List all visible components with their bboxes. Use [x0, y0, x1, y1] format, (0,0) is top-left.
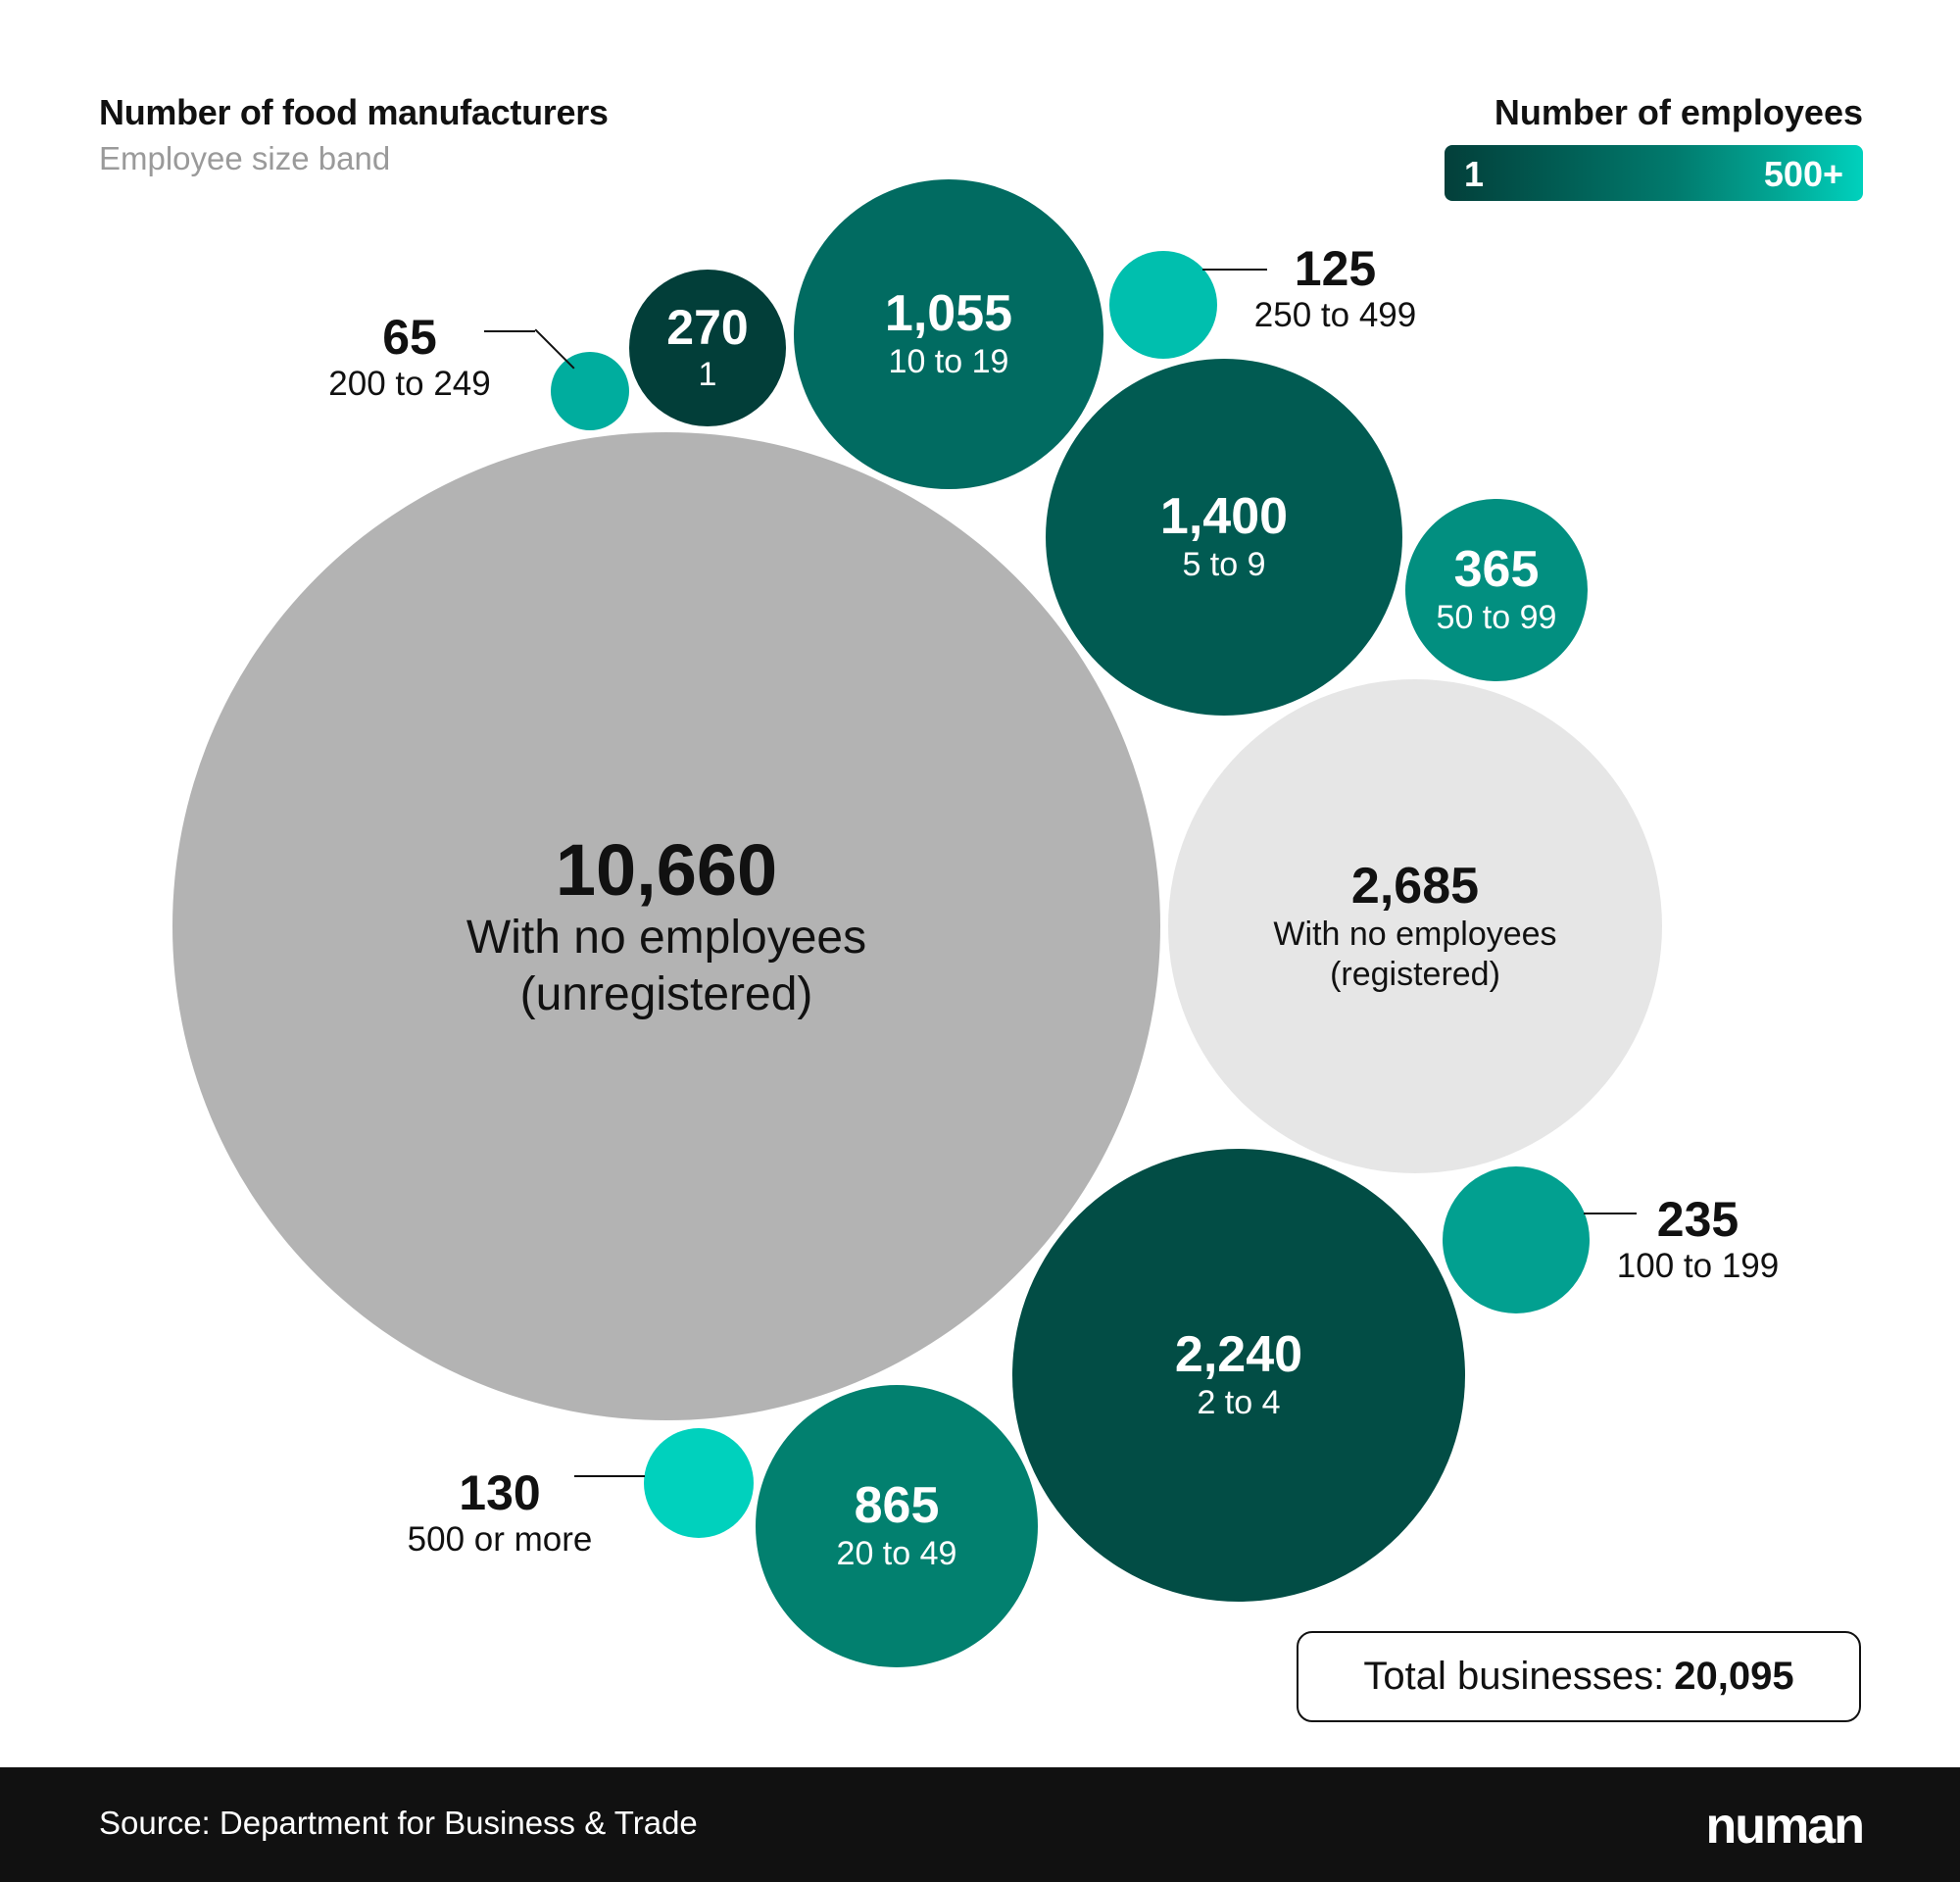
bubble-value: 2,240 — [1174, 1326, 1303, 1383]
leader-line-65 — [484, 330, 535, 332]
total-value: 20,095 — [1674, 1655, 1794, 1698]
legend-high-label: 500+ — [1763, 154, 1843, 194]
label-value: 235 — [1656, 1192, 1740, 1247]
bubble-no-employees-unregistered: 10,660 With no employees (unregistered) — [172, 432, 1160, 1420]
legend-title: Number of employees — [1494, 92, 1863, 132]
leader-line-235 — [1584, 1213, 1637, 1214]
legend-low-label: 1 — [1464, 154, 1485, 194]
bubble-2-to-4: 2,240 2 to 4 — [1012, 1149, 1465, 1602]
label-band: 200 to 249 — [328, 364, 491, 403]
footer-bar: Source: Department for Business & Trade … — [0, 1767, 1960, 1882]
bubble-value: 365 — [1453, 541, 1540, 598]
label-200-to-249: 65 200 to 249 — [294, 312, 525, 405]
bubble-200-to-249 — [551, 352, 629, 430]
bubble-10-to-19: 1,055 10 to 19 — [794, 179, 1103, 489]
bubble-250-to-499 — [1109, 251, 1217, 359]
label-value: 65 — [382, 310, 437, 365]
source-text: Source: Department for Business & Trade — [99, 1805, 698, 1841]
bubble-label: 1 — [698, 356, 717, 394]
bubble-label: 50 to 99 — [1436, 599, 1557, 637]
bubble-no-employees-registered: 2,685 With no employees (registered) — [1168, 679, 1662, 1173]
total-label: Total businesses: — [1363, 1655, 1665, 1698]
label-band: 250 to 499 — [1253, 295, 1417, 334]
chart-title: Number of food manufacturers — [99, 92, 609, 132]
bubble-value: 865 — [854, 1477, 940, 1534]
bubble-label: 20 to 49 — [836, 1535, 957, 1573]
bubble-5-to-9: 1,400 5 to 9 — [1046, 359, 1402, 716]
bubble-20-to-49: 865 20 to 49 — [756, 1385, 1038, 1667]
label-band: 100 to 199 — [1616, 1246, 1780, 1285]
brand-logo: numan — [1705, 1798, 1865, 1855]
leader-line-65-diagonal — [534, 328, 575, 370]
bubble-value: 1,400 — [1159, 488, 1289, 545]
bubble-100-to-199 — [1443, 1166, 1590, 1313]
legend-gradient-bar: 1 500+ — [1445, 145, 1863, 201]
label-250-to-499: 125 250 to 499 — [1235, 243, 1436, 336]
bubble-label: (unregistered) — [519, 967, 813, 1020]
bubble-500-or-more — [644, 1428, 754, 1538]
label-500-or-more: 130 500 or more — [382, 1467, 617, 1560]
bubble-label: With no employees — [466, 912, 867, 965]
total-businesses-box: Total businesses: 20,095 — [1297, 1631, 1861, 1722]
bubble-1: 270 1 — [629, 270, 786, 426]
bubble-value: 1,055 — [884, 285, 1013, 342]
label-value: 130 — [459, 1465, 541, 1520]
label-band: 500 or more — [407, 1519, 593, 1559]
label-value: 125 — [1294, 241, 1377, 296]
bubble-value: 10,660 — [555, 828, 778, 911]
bubble-label: (registered) — [1330, 955, 1500, 993]
leader-line-130 — [574, 1475, 645, 1477]
label-100-to-199: 235 100 to 199 — [1597, 1194, 1798, 1287]
leader-line-125 — [1202, 269, 1267, 271]
bubble-label: 10 to 19 — [888, 343, 1009, 381]
bubble-label: 5 to 9 — [1182, 546, 1266, 584]
bubble-label: With no employees — [1273, 915, 1557, 953]
bubble-value: 2,685 — [1350, 857, 1480, 915]
bubble-label: 2 to 4 — [1197, 1384, 1281, 1422]
bubble-50-to-99: 365 50 to 99 — [1405, 499, 1588, 681]
chart-subtitle: Employee size band — [99, 140, 391, 176]
bubble-value: 270 — [666, 300, 749, 356]
